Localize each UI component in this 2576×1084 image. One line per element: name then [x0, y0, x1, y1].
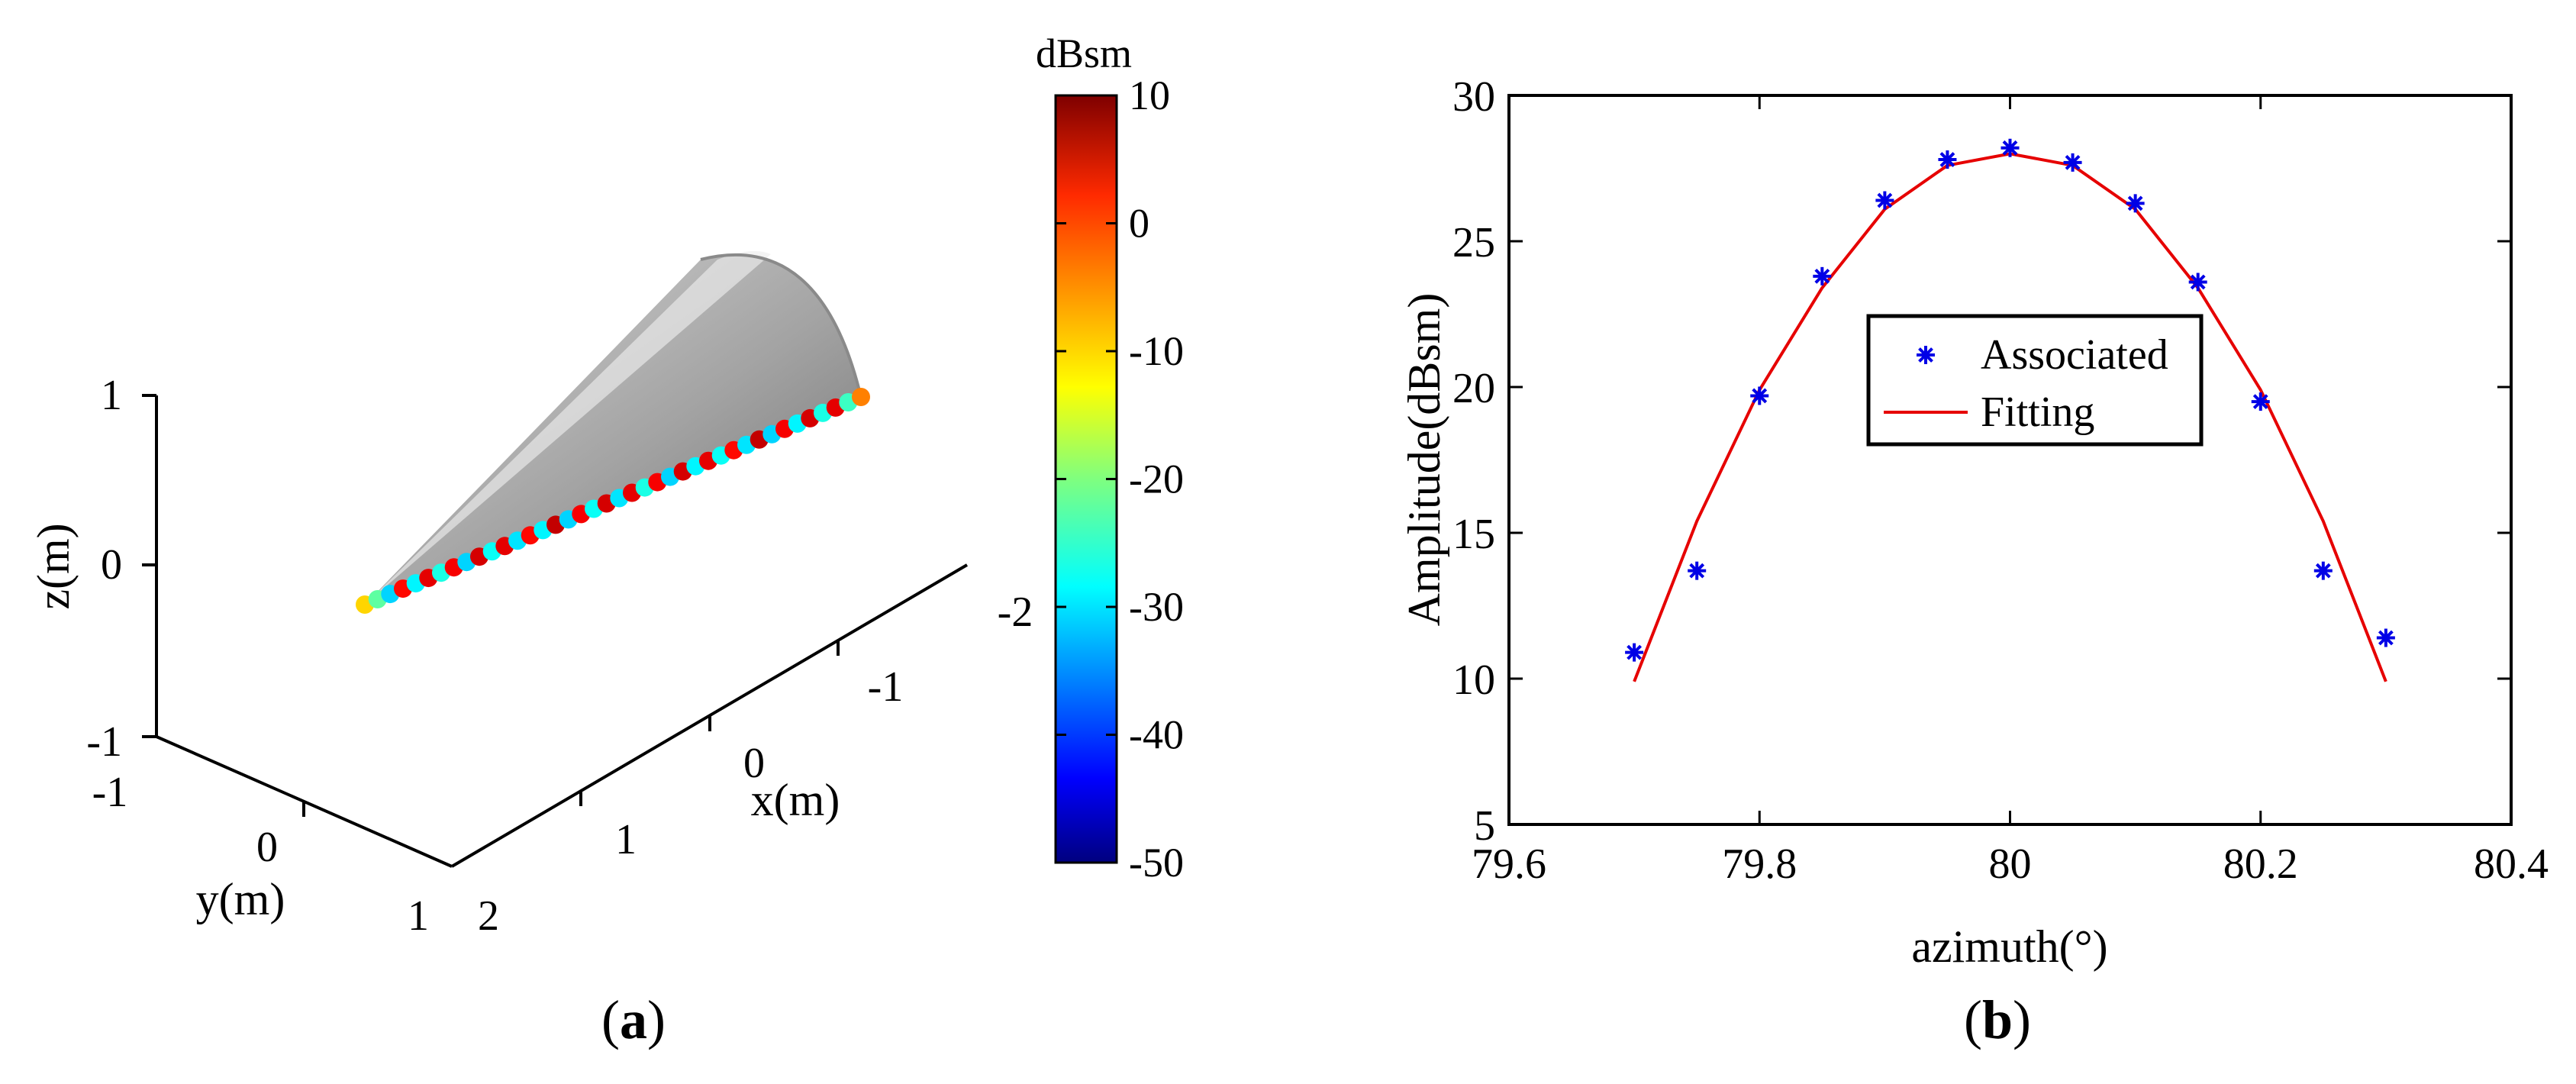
panel-a-axes — [142, 394, 969, 868]
y-axis-title-b: Amplitude(dBsm) — [1399, 293, 1449, 627]
y-tick-label: 25 — [1452, 219, 1495, 266]
cone-scatter-series — [356, 388, 870, 614]
x-tick-label: 80.2 — [2223, 840, 2298, 888]
associated-point — [1750, 386, 1769, 405]
associated-point — [2251, 392, 2270, 411]
caption-b: (b) — [1964, 989, 2031, 1050]
y-tick-label-1: 1 — [408, 892, 429, 940]
scatter-point — [852, 388, 870, 406]
colorbar-tick-label: -10 — [1129, 328, 1184, 374]
x-tick-label-1: 1 — [615, 816, 637, 863]
x-tick-label-m1: -1 — [868, 663, 904, 711]
x-axis-line — [450, 563, 969, 868]
z-tick-label-1: 1 — [101, 372, 122, 419]
x-tick-label: 80 — [1989, 840, 2032, 888]
y-tick-label: 20 — [1452, 365, 1495, 412]
associated-points — [1625, 138, 2395, 662]
associated-point — [2001, 138, 2020, 157]
panel-b-line-chart: 79.6 79.8 80 80.2 80.4 5 10 15 20 25 30 azimuth(°)… — [1399, 73, 2549, 1050]
y-tick-label: 5 — [1474, 802, 1495, 850]
plot-frame — [1507, 94, 2513, 826]
x-tick-label: 79.8 — [1722, 840, 1797, 888]
z-tick-label-m1: -1 — [86, 718, 122, 766]
colorbar-tick-label: -50 — [1129, 840, 1184, 886]
cone-highlight — [365, 250, 771, 605]
legend-box — [1866, 314, 2204, 447]
legend: Associated Fitting — [1866, 314, 2204, 447]
z-tick-label-0: 0 — [101, 541, 122, 589]
x-tick-label-2: 2 — [478, 892, 499, 940]
colorbar-tick-label: 10 — [1129, 73, 1170, 118]
cone-base-rim — [700, 253, 862, 398]
x-tick-label: 80.4 — [2474, 840, 2549, 888]
colorbar-title: dBsm — [1036, 31, 1132, 76]
x-tick-label-0: 0 — [743, 740, 765, 787]
y-tick-label: 10 — [1452, 657, 1495, 704]
caption-a: (a) — [601, 989, 666, 1050]
z-axis-title: z(m) — [28, 523, 79, 609]
associated-point — [1813, 266, 1832, 286]
x-axis-title-b: azimuth(°) — [1911, 921, 2107, 972]
panel-b-ticks: 79.6 79.8 80 80.2 80.4 5 10 15 20 25 30 — [1452, 73, 2549, 888]
x-axis-title: x(m) — [751, 775, 840, 825]
legend-label-associated: Associated — [1981, 331, 2168, 379]
associated-point — [2188, 273, 2207, 292]
y-axis-title: y(m) — [196, 874, 285, 924]
colorbar-tick-label: 0 — [1129, 201, 1149, 247]
colorbar-tick-label: -40 — [1129, 712, 1184, 758]
y-tick-label-0: 0 — [256, 824, 278, 871]
cone-body — [365, 254, 861, 605]
legend-marker-associated — [1917, 346, 1935, 364]
associated-point — [2313, 561, 2333, 580]
associated-point — [1938, 150, 1957, 169]
associated-point — [1875, 191, 1894, 210]
x-tick-label: 79.6 — [1472, 840, 1546, 888]
legend-star-marker — [1917, 346, 1935, 364]
legend-label-fitting: Fitting — [1981, 389, 2094, 436]
y-tick-label-m1: -1 — [92, 769, 128, 816]
associated-point — [1625, 643, 1644, 662]
cone-object — [365, 250, 862, 605]
x-tick-label-m2: -2 — [998, 589, 1033, 636]
associated-point — [2126, 194, 2145, 213]
colorbar-tick-label: -30 — [1129, 584, 1184, 630]
associated-point — [2063, 153, 2082, 172]
associated-point — [1688, 561, 1707, 580]
panel-a-3d-plot: 1 0 -1 -1 0 1 2 1 0 -1 -2 z(m) y(m) x(m)… — [28, 31, 1184, 1050]
y-tick-label: 15 — [1452, 511, 1495, 558]
colorbar: dBsm 10 0 -10 -20 -30 -40 -50 — [1036, 31, 1184, 886]
associated-point — [2376, 628, 2395, 647]
colorbar-tick-label: -20 — [1129, 457, 1184, 502]
y-tick-label: 30 — [1452, 73, 1495, 121]
colorbar-ticks: 10 0 -10 -20 -30 -40 -50 — [1056, 73, 1184, 886]
